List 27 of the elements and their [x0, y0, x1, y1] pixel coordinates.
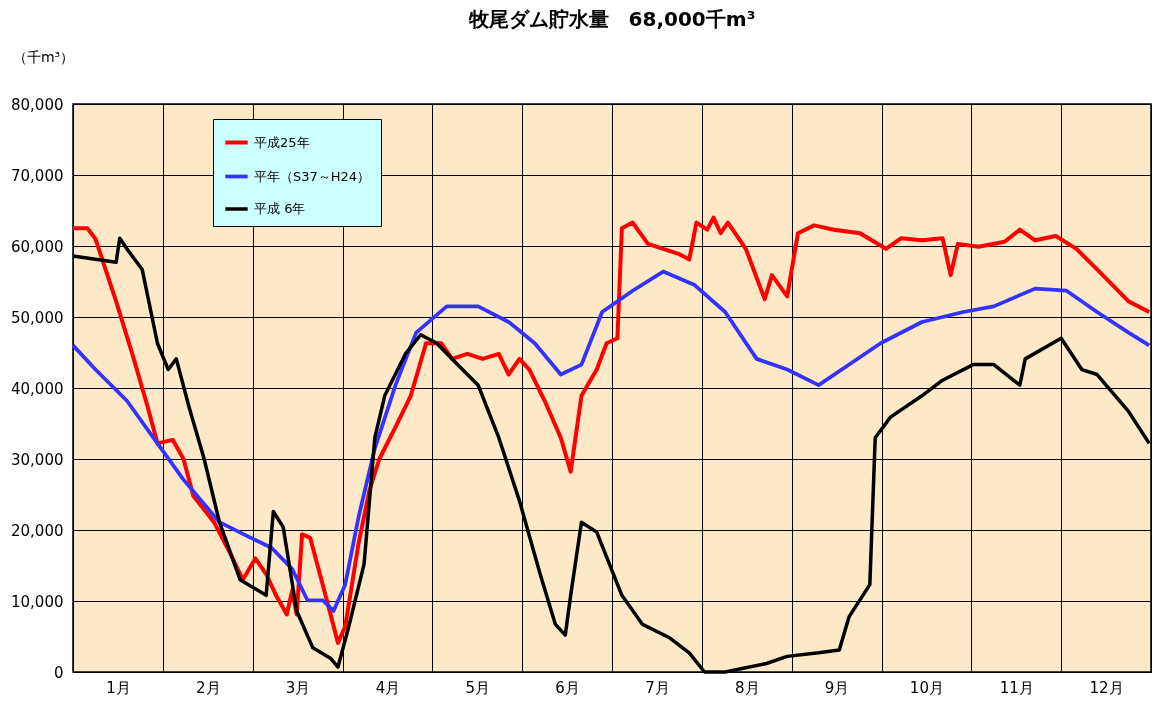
x-tick-label: 3月 [285, 678, 311, 697]
x-tick-label: 10月 [909, 678, 944, 697]
x-tick-label: 12月 [1089, 678, 1124, 697]
x-tick-label: 2月 [195, 678, 221, 697]
y-tick-label: 0 [53, 663, 64, 682]
x-tick-label: 8月 [734, 678, 760, 697]
y-tick-label: 10,000 [11, 592, 64, 611]
x-tick-label: 11月 [999, 678, 1034, 697]
chart-title: 牧尾ダム貯水量 68,000千m³ [467, 7, 756, 31]
y-tick-label: 20,000 [11, 521, 64, 540]
y-tick-label: 40,000 [11, 379, 64, 398]
y-tick-label: 30,000 [11, 450, 64, 469]
y-axis-title: （千m³） [12, 48, 75, 65]
legend-label: 平年（S37～H24） [254, 168, 371, 184]
line-series [71, 269, 1152, 613]
y-tick-label: 80,000 [11, 95, 64, 114]
x-tick-label: 7月 [645, 678, 670, 697]
x-tick-label: 1月 [106, 678, 131, 697]
y-tick-label: 70,000 [11, 166, 64, 185]
y-tick-label: 50,000 [11, 308, 64, 327]
x-tick-label: 5月 [465, 678, 491, 697]
legend-label: 平成 6年 [254, 201, 306, 216]
x-tick-label: 9月 [824, 678, 850, 697]
x-tick-label: 6月 [555, 678, 580, 697]
y-tick-label: 60,000 [11, 237, 64, 256]
legend-label: 平成25年 [254, 134, 310, 150]
x-tick-label: 4月 [375, 678, 401, 697]
